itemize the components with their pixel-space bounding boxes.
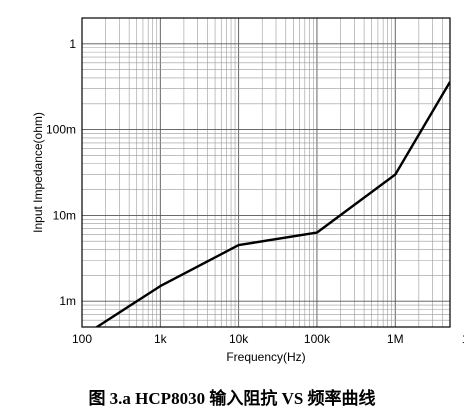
x-tick-label: 10k (229, 332, 249, 346)
x-tick-label: 1k (154, 332, 168, 346)
plot-frame (81, 17, 451, 328)
figure-caption: 图 3.a HCP8030 输入阻抗 VS 频率曲线 (88, 389, 376, 408)
y-tick-label: 1m (59, 294, 76, 308)
x-tick-label: 100 (72, 332, 92, 346)
series-layer (94, 81, 450, 327)
x-tick-labels: 100 1k 10k 100k 1M 10M (72, 332, 464, 346)
y-axis-label: Input Impedance(ohm) (31, 112, 45, 233)
x-tick-label: 100k (304, 332, 331, 346)
y-tick-label: 100m (46, 123, 76, 137)
series-line (94, 81, 450, 327)
y-tick-label: 10m (53, 208, 76, 222)
y-tick-label: 1 (69, 37, 76, 51)
x-axis-label: Frequency(Hz) (226, 350, 305, 364)
x-tick-label: 10M (462, 332, 464, 346)
x-tick-label: 1M (387, 332, 404, 346)
chart: 100 1k 10k 100k 1M 10M 1m 10m 100m 1 Frequency(H… (31, 17, 464, 364)
grid (81, 17, 451, 328)
y-tick-labels: 1m 10m 100m 1 (46, 37, 76, 308)
